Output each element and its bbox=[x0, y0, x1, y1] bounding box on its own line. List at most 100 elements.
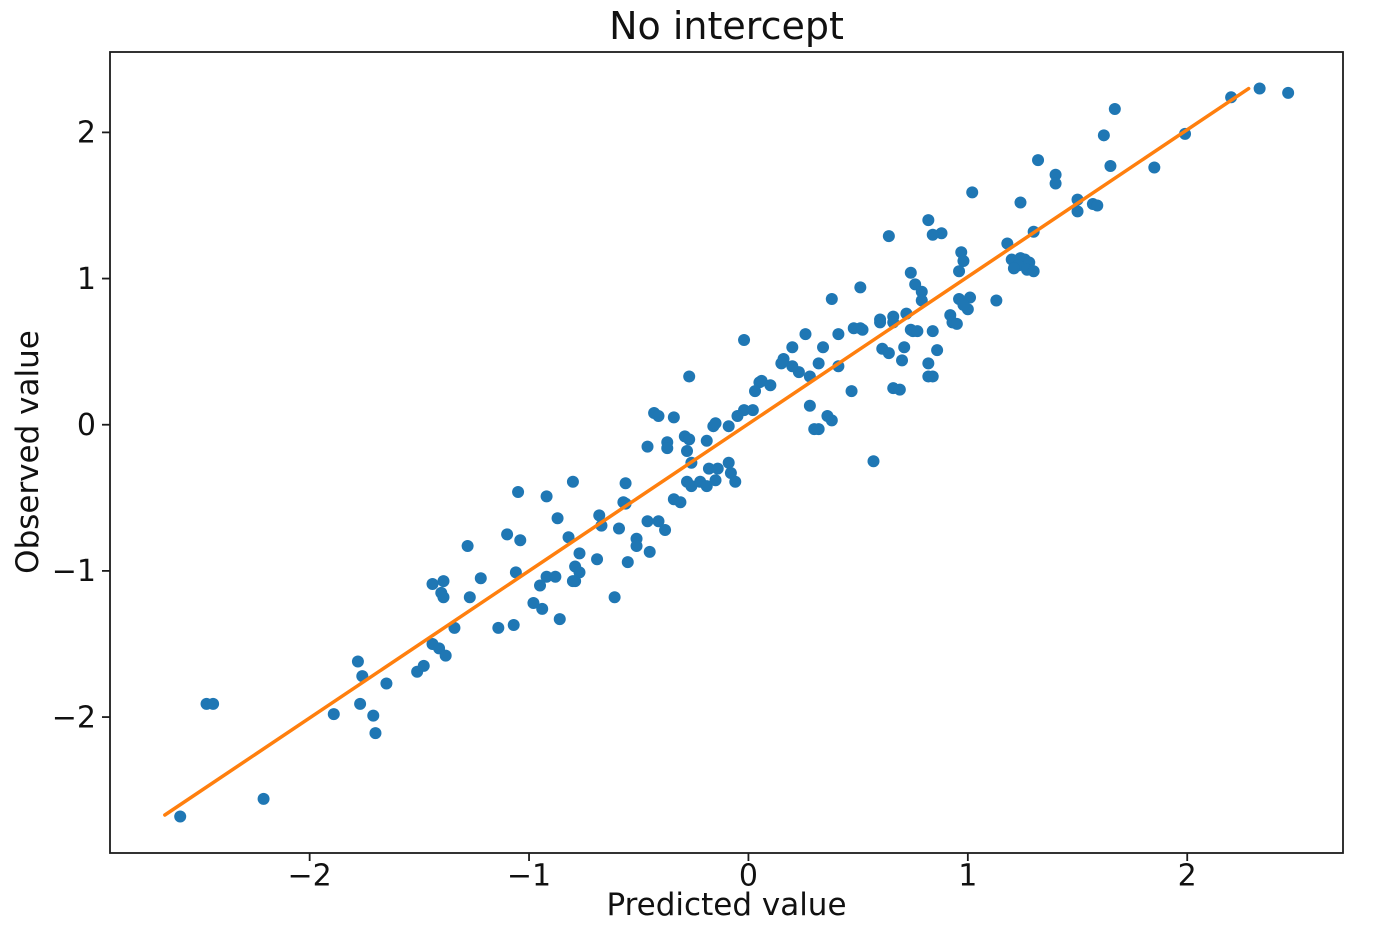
data-point bbox=[1104, 160, 1117, 173]
data-point bbox=[553, 613, 566, 626]
data-point bbox=[461, 540, 474, 553]
data-point bbox=[749, 385, 762, 398]
data-point bbox=[540, 570, 553, 583]
x-tick-label: 1 bbox=[958, 859, 977, 894]
data-point bbox=[700, 480, 713, 493]
data-point bbox=[775, 357, 788, 370]
data-point bbox=[874, 316, 887, 329]
data-point bbox=[536, 602, 549, 615]
data-point bbox=[643, 545, 656, 558]
data-point bbox=[799, 328, 812, 341]
data-point bbox=[591, 553, 604, 566]
data-point bbox=[1049, 168, 1062, 181]
data-point bbox=[612, 522, 625, 535]
data-point bbox=[825, 293, 838, 306]
data-point bbox=[1253, 82, 1266, 95]
data-point bbox=[722, 420, 735, 433]
data-point bbox=[566, 575, 579, 588]
data-point bbox=[922, 357, 935, 370]
data-point bbox=[957, 298, 970, 311]
data-point bbox=[808, 423, 821, 436]
data-point bbox=[915, 285, 928, 298]
chart-title: No intercept bbox=[609, 4, 844, 48]
data-point bbox=[501, 528, 514, 541]
data-point bbox=[966, 186, 979, 199]
data-point bbox=[426, 578, 439, 591]
data-point bbox=[926, 370, 939, 383]
data-point bbox=[854, 281, 867, 294]
data-point bbox=[509, 566, 522, 579]
data-point bbox=[351, 655, 364, 668]
data-point bbox=[551, 512, 564, 525]
data-point bbox=[380, 677, 393, 690]
data-point bbox=[1049, 177, 1062, 190]
data-point bbox=[1032, 154, 1045, 167]
data-point bbox=[439, 649, 452, 662]
data-point bbox=[709, 474, 722, 487]
data-point bbox=[608, 591, 621, 604]
data-point bbox=[1091, 199, 1104, 212]
data-point bbox=[990, 294, 1003, 307]
data-point bbox=[926, 228, 939, 241]
data-point bbox=[174, 810, 187, 823]
data-point bbox=[882, 347, 895, 360]
x-tick-label: −1 bbox=[507, 859, 551, 894]
data-point bbox=[898, 341, 911, 354]
y-axis-label: Observed value bbox=[10, 330, 46, 574]
data-point bbox=[1097, 129, 1110, 142]
data-point bbox=[1148, 161, 1161, 174]
data-point bbox=[674, 496, 687, 509]
x-tick-label: −2 bbox=[288, 859, 332, 894]
data-point bbox=[463, 591, 476, 604]
y-tick-label: 1 bbox=[77, 262, 96, 297]
data-point bbox=[659, 523, 672, 536]
data-point bbox=[764, 379, 777, 392]
data-point bbox=[931, 344, 944, 357]
data-point bbox=[953, 265, 966, 278]
data-point bbox=[915, 294, 928, 307]
data-point bbox=[562, 531, 575, 544]
data-point bbox=[729, 475, 742, 488]
data-point bbox=[1027, 265, 1040, 278]
data-point bbox=[437, 591, 450, 604]
data-point bbox=[257, 792, 270, 805]
data-point bbox=[867, 455, 880, 468]
data-point bbox=[702, 462, 715, 475]
data-point bbox=[683, 433, 696, 446]
data-point bbox=[354, 697, 367, 710]
data-point bbox=[630, 540, 643, 553]
data-point bbox=[367, 709, 380, 722]
data-point bbox=[1108, 103, 1121, 116]
data-point bbox=[731, 409, 744, 422]
data-point bbox=[1014, 196, 1027, 209]
x-tick-label: 2 bbox=[1178, 859, 1197, 894]
data-point bbox=[369, 727, 382, 740]
data-point bbox=[534, 579, 547, 592]
x-axis-label: Predicted value bbox=[606, 887, 847, 923]
data-point bbox=[950, 317, 963, 330]
data-point bbox=[896, 354, 909, 367]
data-point bbox=[593, 509, 606, 522]
data-point bbox=[911, 325, 924, 338]
data-point bbox=[417, 659, 430, 672]
data-point bbox=[207, 697, 220, 710]
data-point bbox=[845, 385, 858, 398]
data-point bbox=[957, 255, 970, 268]
data-point bbox=[507, 618, 520, 631]
data-point bbox=[817, 341, 830, 354]
data-point bbox=[722, 456, 735, 469]
data-point bbox=[512, 485, 525, 498]
x-tick-label: 0 bbox=[739, 859, 758, 894]
data-point bbox=[492, 621, 505, 634]
data-point bbox=[327, 708, 340, 721]
data-point bbox=[904, 266, 917, 279]
data-point bbox=[514, 534, 527, 547]
data-point bbox=[619, 477, 632, 490]
data-point bbox=[1071, 205, 1084, 218]
data-point bbox=[667, 411, 680, 424]
data-point bbox=[893, 383, 906, 396]
y-tick-label: 0 bbox=[77, 408, 96, 443]
y-tick-label: −2 bbox=[52, 700, 96, 735]
